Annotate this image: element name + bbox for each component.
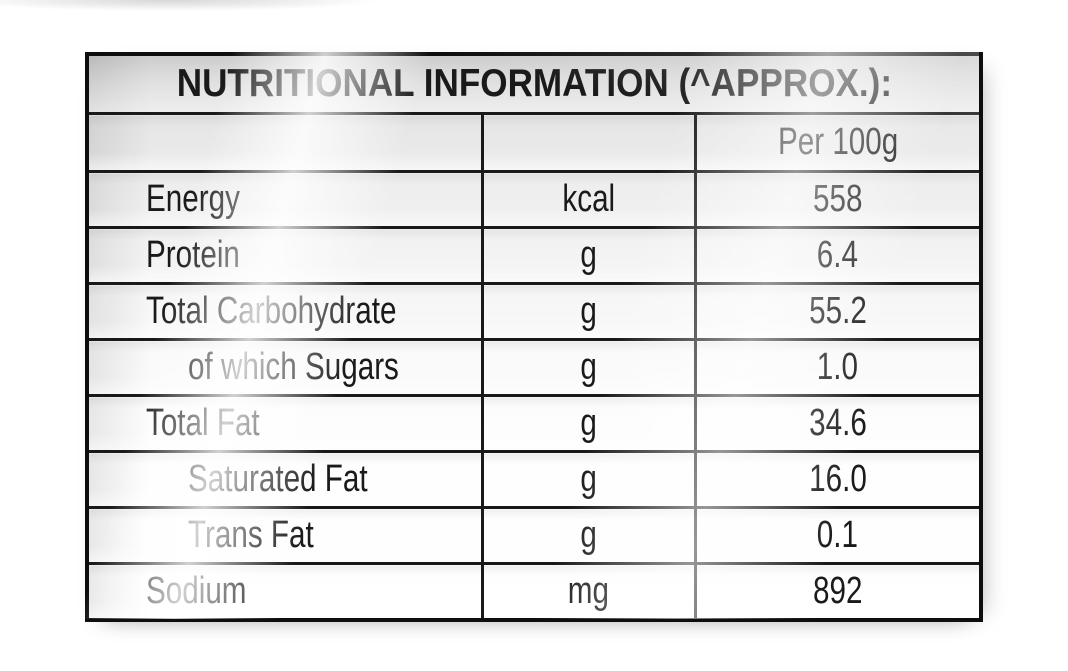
nutrient-unit: g: [580, 346, 597, 388]
column-header-row: Per 100g: [85, 112, 983, 173]
nutrient-unit: g: [580, 458, 597, 500]
nutrient-value: 558: [813, 178, 863, 220]
table-row: Energy kcal 558: [85, 170, 983, 229]
nutrient-value: 6.4: [817, 234, 859, 276]
nutrient-name: Protein: [146, 234, 240, 276]
title-row: NUTRITIONAL INFORMATION (^APPROX.):: [85, 52, 983, 115]
table-row: Trans Fat g 0.1: [85, 506, 983, 565]
nutrient-name: of which Sugars: [188, 346, 399, 388]
nutrient-value: 1.0: [817, 346, 859, 388]
nutrient-name-cell: Protein: [85, 226, 484, 285]
per-100g-header-cell: Per 100g: [693, 112, 983, 173]
nutrient-unit-cell: g: [480, 394, 697, 453]
nutrient-name: Total Fat: [146, 402, 260, 444]
nutrient-value-cell: 0.1: [693, 506, 983, 565]
nutrient-unit-cell: g: [480, 450, 697, 509]
nutrient-unit-cell: kcal: [480, 170, 697, 229]
nutrient-value-cell: 6.4: [693, 226, 983, 285]
label-title: NUTRITIONAL INFORMATION (^APPROX.):: [85, 52, 983, 115]
nutrient-name: Trans Fat: [188, 514, 314, 556]
nutrient-value: 16.0: [808, 458, 867, 500]
nutrient-name-cell: of which Sugars: [85, 338, 484, 397]
table-row: of which Sugars g 1.0: [85, 338, 983, 397]
nutrient-name: Energy: [146, 178, 240, 220]
nutrition-table: NUTRITIONAL INFORMATION (^APPROX.): Per …: [85, 52, 984, 622]
nutrient-value-cell: 55.2: [693, 282, 983, 341]
nutrition-label: NUTRITIONAL INFORMATION (^APPROX.): Per …: [85, 52, 984, 622]
nutrient-unit: g: [580, 402, 597, 444]
nutrient-value-cell: 34.6: [693, 394, 983, 453]
nutrient-value: 55.2: [808, 290, 867, 332]
nutrient-unit-cell: g: [480, 282, 697, 341]
nutrient-name-cell: Sodium: [85, 562, 484, 621]
nutrient-name-cell: Trans Fat: [85, 506, 484, 565]
nutrient-unit: kcal: [562, 178, 615, 220]
nutrient-value-cell: 892: [693, 562, 983, 621]
nutrient-unit: mg: [567, 569, 610, 612]
table-row: Protein g 6.4: [85, 226, 983, 285]
nutrient-name: Sodium: [146, 569, 247, 612]
nutrient-unit-cell: mg: [480, 562, 697, 621]
nutrient-unit-cell: g: [480, 226, 697, 285]
label-title-text: NUTRITIONAL INFORMATION (^APPROX.):: [176, 62, 892, 105]
nutrient-value-cell: 16.0: [693, 450, 983, 509]
table-row: Sodium mg 892: [85, 562, 983, 621]
nutrient-name: Total Carbohydrate: [146, 290, 397, 332]
nutrient-name: Saturated Fat: [188, 458, 368, 500]
nutrient-name-cell: Total Carbohydrate: [85, 282, 484, 341]
empty-unit-header-cell: [480, 112, 697, 173]
nutrient-value: 0.1: [817, 514, 859, 556]
empty-nutrient-header-cell: [85, 112, 484, 173]
nutrient-unit-cell: g: [480, 506, 697, 565]
nutrient-name-cell: Total Fat: [85, 394, 484, 453]
nutrient-unit: g: [580, 234, 597, 276]
per-100g-header-text: Per 100g: [777, 121, 898, 163]
table-row: Total Carbohydrate g 55.2: [85, 282, 983, 341]
nutrient-unit: g: [580, 290, 597, 332]
nutrient-unit-cell: g: [480, 338, 697, 397]
nutrient-value-cell: 1.0: [693, 338, 983, 397]
nutrient-name-cell: Energy: [85, 170, 484, 229]
table-row: Saturated Fat g 16.0: [85, 450, 983, 509]
nutrient-value: 892: [813, 569, 863, 612]
nutrient-value-cell: 558: [693, 170, 983, 229]
nutrient-unit: g: [580, 514, 597, 556]
nutrient-name-cell: Saturated Fat: [85, 450, 484, 509]
table-row: Total Fat g 34.6: [85, 394, 983, 453]
nutrient-value: 34.6: [808, 402, 867, 444]
nutrition-rows: Energy kcal 558 Protein g 6.4 Total Carbohydra…: [85, 170, 983, 621]
